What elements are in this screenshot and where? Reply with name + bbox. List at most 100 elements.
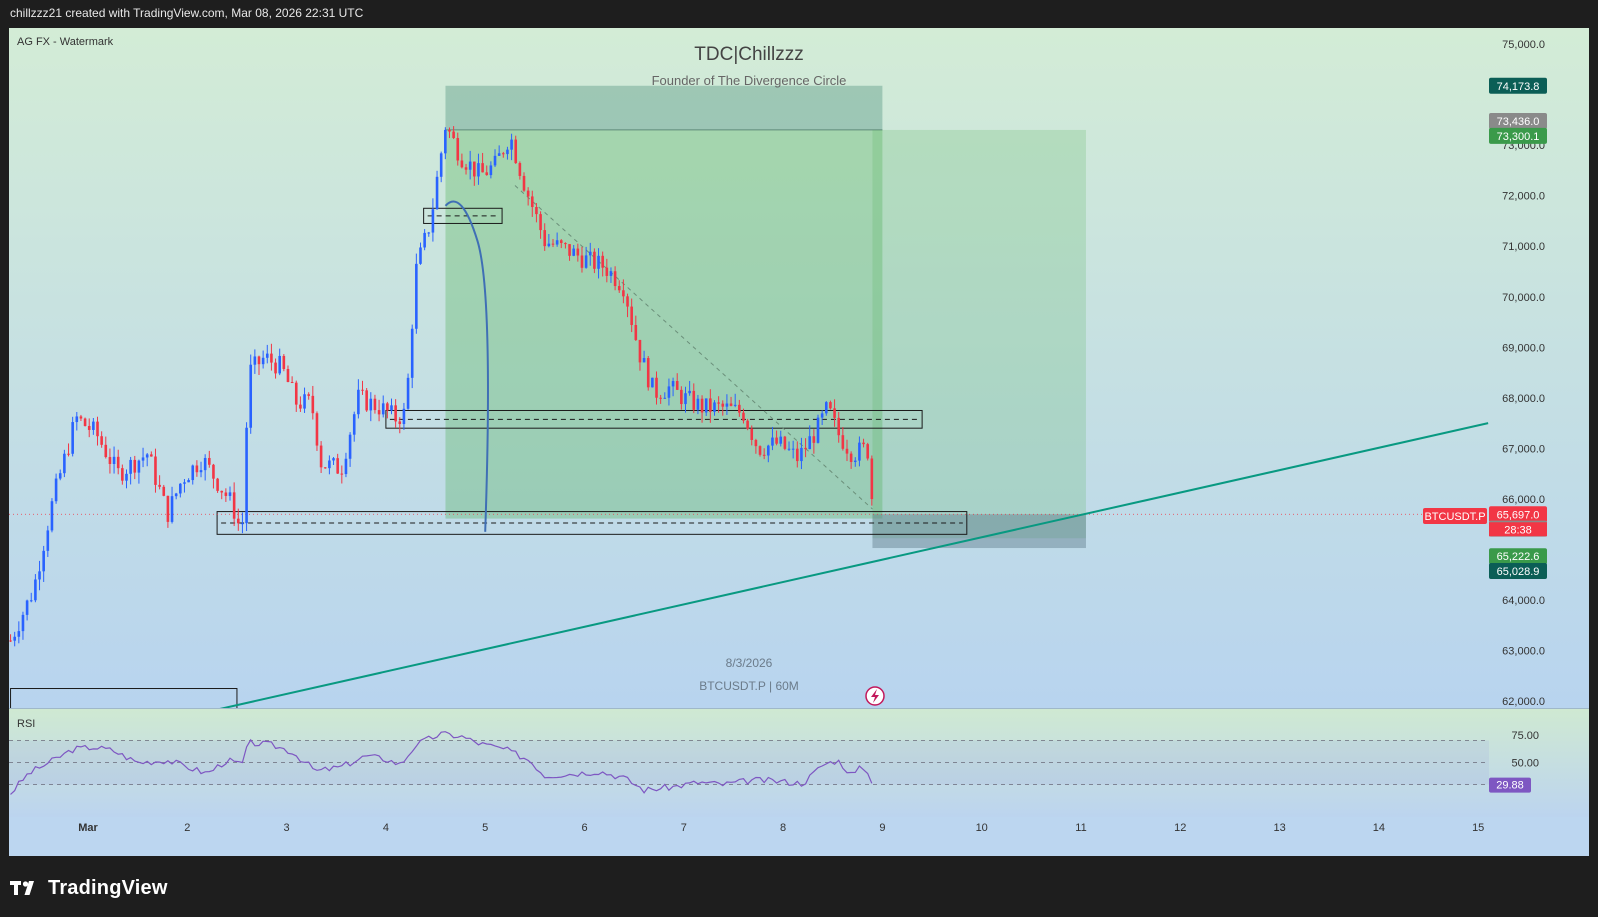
candle-down[interactable] <box>783 436 787 449</box>
candle-up[interactable] <box>588 251 592 256</box>
candle-down[interactable] <box>535 207 538 215</box>
candle-up[interactable] <box>410 328 414 378</box>
candle-down[interactable] <box>154 456 157 485</box>
candle-up[interactable] <box>278 355 281 374</box>
candle-up[interactable] <box>489 165 493 176</box>
candle-up[interactable] <box>642 358 646 363</box>
candle-up[interactable] <box>667 386 671 398</box>
candle-down[interactable] <box>87 425 91 430</box>
candle-up[interactable] <box>853 460 857 463</box>
candle-down[interactable] <box>559 240 563 244</box>
candle-up[interactable] <box>800 447 803 462</box>
candle-down[interactable] <box>601 255 604 268</box>
candle-up[interactable] <box>406 377 410 409</box>
candle-down[interactable] <box>762 454 766 456</box>
candle-up[interactable] <box>54 478 58 502</box>
candle-up[interactable] <box>170 496 174 522</box>
candle-up[interactable] <box>199 470 203 473</box>
candle-up[interactable] <box>187 480 190 483</box>
candle-up[interactable] <box>332 458 335 461</box>
candle-up[interactable] <box>249 364 253 428</box>
candle-down[interactable] <box>758 446 762 455</box>
candle-down[interactable] <box>232 492 236 519</box>
candle-up[interactable] <box>787 448 791 450</box>
order-block-box[interactable] <box>216 511 968 535</box>
candle-down[interactable] <box>96 421 99 437</box>
candle-up[interactable] <box>241 523 244 525</box>
candle-up[interactable] <box>50 501 54 531</box>
candle-down[interactable] <box>195 465 199 473</box>
candle-up[interactable] <box>328 460 331 469</box>
candle-down[interactable] <box>116 456 120 469</box>
candle-down[interactable] <box>502 153 505 155</box>
candle-down[interactable] <box>754 439 758 447</box>
candle-down[interactable] <box>133 459 137 473</box>
candle-up[interactable] <box>29 600 33 602</box>
candle-down[interactable] <box>622 290 625 297</box>
candle-down[interactable] <box>659 397 662 399</box>
candle-up[interactable] <box>431 209 435 233</box>
candle-up[interactable] <box>733 404 737 406</box>
candle-down[interactable] <box>212 464 215 479</box>
candle-down[interactable] <box>845 448 849 454</box>
candle-up[interactable] <box>468 161 472 170</box>
candle-down[interactable] <box>551 243 555 245</box>
candle-up[interactable] <box>58 473 62 479</box>
candle-up[interactable] <box>547 243 551 247</box>
candle-down[interactable] <box>452 131 455 139</box>
candle-up[interactable] <box>423 232 426 248</box>
candle-down[interactable] <box>746 420 749 429</box>
candle-down[interactable] <box>568 244 571 256</box>
candle-down[interactable] <box>485 172 489 176</box>
order-block-box[interactable] <box>385 409 923 429</box>
candle-down[interactable] <box>580 255 584 268</box>
candle-up[interactable] <box>38 571 41 580</box>
candle-up[interactable] <box>444 129 447 154</box>
candle-up[interactable] <box>352 414 356 435</box>
candle-down[interactable] <box>539 214 542 231</box>
diagonal-dashed-line[interactable] <box>514 185 873 510</box>
candle-down[interactable] <box>804 447 807 450</box>
candle-down[interactable] <box>738 404 741 413</box>
candle-up[interactable] <box>183 482 186 484</box>
candle-down[interactable] <box>829 402 832 409</box>
candle-down[interactable] <box>630 306 633 326</box>
candle-up[interactable] <box>228 492 232 496</box>
candle-up[interactable] <box>415 263 418 329</box>
candle-down[interactable] <box>340 473 344 475</box>
candle-up[interactable] <box>174 493 178 497</box>
candle-down[interactable] <box>108 457 112 464</box>
candle-down[interactable] <box>216 478 219 491</box>
candle-up[interactable] <box>808 436 812 450</box>
candle-up[interactable] <box>381 403 385 415</box>
candle-down[interactable] <box>522 175 526 191</box>
candle-down[interactable] <box>638 339 642 363</box>
candle-down[interactable] <box>849 453 853 463</box>
candle-up[interactable] <box>435 176 439 210</box>
candle-down[interactable] <box>717 402 720 404</box>
chart-frame[interactable]: 62,000.0 63,000.0 64,000.0 66,000.0 67,000.0… <box>9 28 1589 856</box>
candle-up[interactable] <box>497 153 501 156</box>
candle-down[interactable] <box>576 248 580 256</box>
candle-up[interactable] <box>75 416 79 423</box>
candle-down[interactable] <box>617 286 621 291</box>
candle-down[interactable] <box>812 436 816 443</box>
rsi-pane[interactable] <box>9 731 1489 795</box>
candle-up[interactable] <box>696 398 700 410</box>
candle-down[interactable] <box>336 458 339 474</box>
candle-down[interactable] <box>121 468 124 481</box>
candle-down[interactable] <box>166 495 170 522</box>
curved-projection-line[interactable] <box>444 200 489 532</box>
lightning-icon[interactable] <box>865 686 885 706</box>
candle-down[interactable] <box>729 403 733 406</box>
candle-down[interactable] <box>282 355 286 370</box>
stop-zone[interactable] <box>872 514 1086 549</box>
candle-down[interactable] <box>514 139 518 164</box>
candle-up[interactable] <box>344 458 348 475</box>
candle-up[interactable] <box>46 530 50 551</box>
candle-up[interactable] <box>141 457 145 461</box>
candle-down[interactable] <box>460 160 464 168</box>
candle-down[interactable] <box>518 163 522 176</box>
position-profit-zone[interactable] <box>445 129 883 519</box>
candle-up[interactable] <box>348 434 352 459</box>
